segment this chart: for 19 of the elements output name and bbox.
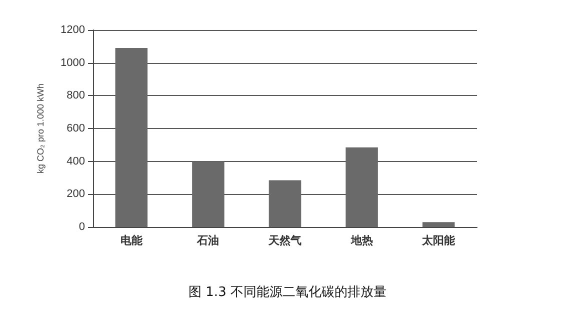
x-tick-label: 电能 [120, 234, 144, 247]
x-tick-label: 太阳能 [421, 234, 456, 247]
y-tick-label: 200 [66, 188, 85, 200]
y-tick-label: 800 [66, 90, 85, 102]
x-tick-label: 地热 [350, 234, 373, 247]
bar [268, 180, 302, 227]
y-axis-title: kg CO₂ pro 1.000 kWh [36, 83, 46, 174]
x-tick-label: 天然气 [268, 234, 302, 247]
y-tick-label: 400 [66, 155, 85, 168]
text: 图 1.3 不同能源二氧化碳的排放量 [188, 285, 386, 300]
bar [192, 161, 224, 227]
y-tick-label: 1200 [60, 24, 85, 36]
bar [422, 222, 455, 227]
y-tick-label: 600 [66, 122, 85, 134]
bar [346, 147, 378, 227]
bar [115, 48, 148, 227]
y-tick-label: 1000 [60, 56, 85, 69]
y-tick-label: 0 [78, 221, 85, 233]
x-tick-label: 石油 [196, 234, 220, 247]
